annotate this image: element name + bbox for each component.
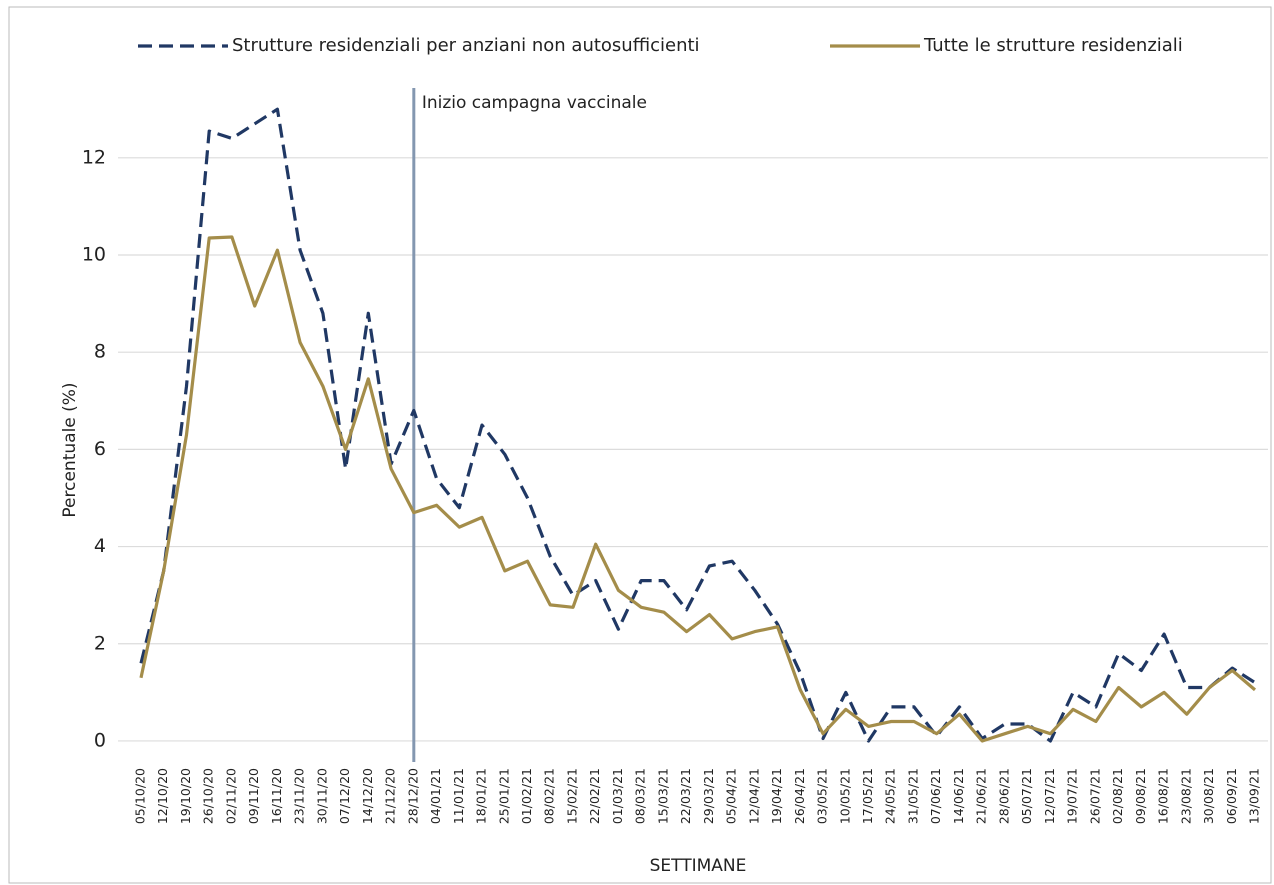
data-line	[139, 107, 1256, 743]
x-tick-label: 18/01/21	[474, 768, 489, 824]
x-tick-label: 15/03/21	[655, 768, 670, 824]
x-tick-label: 28/12/20	[405, 768, 420, 824]
x-tick-label: 08/02/21	[542, 768, 557, 824]
x-tick-label: 28/06/21	[996, 768, 1011, 824]
x-tick-label: 02/08/21	[1110, 768, 1125, 824]
x-tick-label: 17/05/21	[860, 768, 875, 824]
x-tick-label: 12/10/20	[155, 768, 170, 824]
y-tick-label: 6	[94, 438, 106, 460]
x-tick-label: 05/04/21	[724, 768, 739, 824]
x-tick-label: 25/01/21	[496, 768, 511, 824]
x-tick-label: 26/10/20	[201, 768, 216, 824]
y-tick-label: 10	[82, 244, 106, 266]
x-tick-label: 26/04/21	[792, 768, 807, 824]
y-tick-label: 4	[94, 535, 106, 557]
x-tick-label: 07/06/21	[928, 768, 943, 824]
x-tick-label: 21/12/20	[383, 768, 398, 824]
x-tick-label: 05/07/21	[1019, 768, 1034, 824]
x-tick-label: 01/03/21	[610, 768, 625, 824]
legend-label: Strutture residenziali per anziani non a…	[232, 35, 700, 56]
x-tick-label: 22/02/21	[587, 768, 602, 824]
x-tick-label: 23/11/20	[292, 768, 307, 824]
x-tick-label: 31/05/21	[905, 768, 920, 824]
x-tick-label: 01/02/21	[519, 768, 534, 824]
x-tick-label: 12/07/21	[1042, 768, 1057, 824]
y-tick-label: 12	[82, 146, 106, 168]
x-tick-label: 14/12/20	[360, 768, 375, 824]
x-tick-label: 19/07/21	[1065, 768, 1080, 824]
x-tick-label: 26/07/21	[1087, 768, 1102, 824]
x-tick-label: 09/08/21	[1133, 768, 1148, 824]
data-line	[139, 235, 1257, 743]
annotation-text: Inizio campagna vaccinale	[422, 93, 647, 113]
y-axis-label: Percentuale (%)	[60, 382, 80, 517]
x-tick-label: 15/02/21	[564, 768, 579, 824]
x-tick-label: 09/11/20	[246, 768, 261, 824]
x-tick-label: 14/06/21	[951, 768, 966, 824]
x-tick-label: 10/05/21	[837, 768, 852, 824]
x-tick-label: 03/05/21	[815, 768, 830, 824]
x-tick-label: 22/03/21	[678, 768, 693, 824]
x-tick-label: 19/04/21	[769, 768, 784, 824]
x-tick-label: 16/11/20	[269, 768, 284, 824]
y-tick-label: 0	[94, 729, 106, 751]
x-tick-label: 29/03/21	[701, 768, 716, 824]
x-tick-label: 04/01/21	[428, 768, 443, 824]
x-tick-label: 30/08/21	[1201, 768, 1216, 824]
x-tick-label: 21/06/21	[974, 768, 989, 824]
x-tick-label: 06/09/21	[1224, 768, 1239, 824]
x-tick-label: 07/12/20	[337, 768, 352, 824]
y-tick-label: 2	[94, 632, 106, 654]
x-tick-label: 23/08/21	[1178, 768, 1193, 824]
x-tick-label: 24/05/21	[883, 768, 898, 824]
x-tick-label: 16/08/21	[1156, 768, 1171, 824]
legend-label: Tutte le strutture residenziali	[923, 35, 1183, 56]
x-tick-label: 05/10/20	[133, 768, 148, 824]
x-tick-label: 12/04/21	[746, 768, 761, 824]
x-tick-label: 02/11/20	[223, 768, 238, 824]
x-tick-label: 08/03/21	[633, 768, 648, 824]
chart-border	[8, 6, 1272, 884]
x-tick-label: 13/09/21	[1247, 768, 1262, 824]
x-tick-label: 11/01/21	[451, 768, 466, 824]
x-tick-label: 30/11/20	[314, 768, 329, 824]
x-axis-label: SETTIMANE	[650, 856, 747, 876]
y-tick-label: 8	[94, 341, 106, 363]
x-tick-label: 19/10/20	[178, 768, 193, 824]
